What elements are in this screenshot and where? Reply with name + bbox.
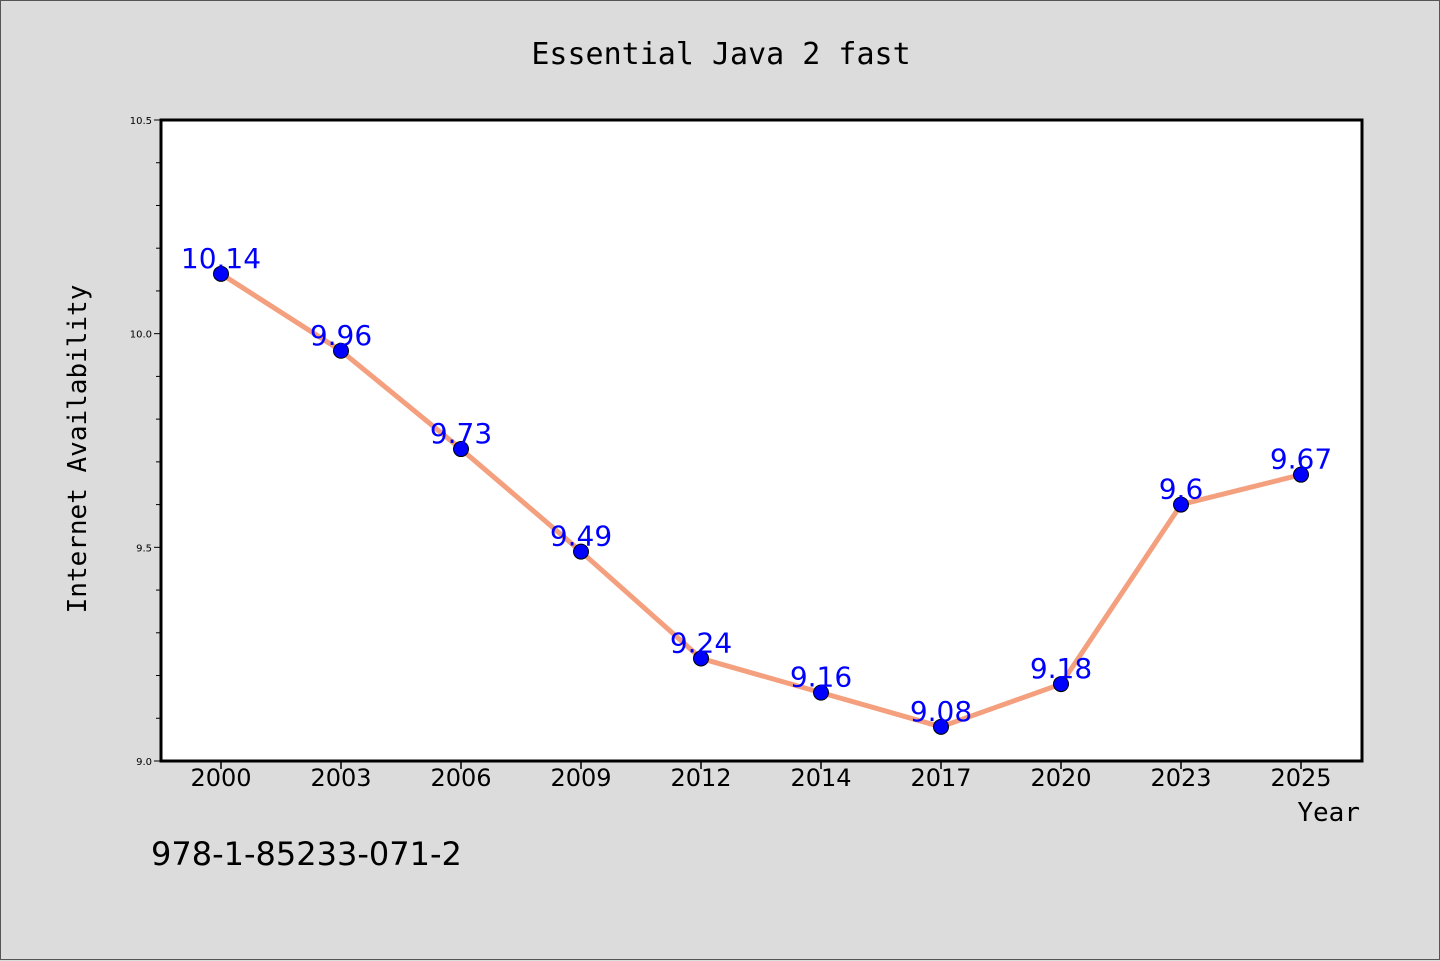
data-label: 9.16 <box>790 661 852 694</box>
data-point <box>1293 466 1309 483</box>
data-label: 9.96 <box>310 319 372 352</box>
series-layer <box>218 271 1304 730</box>
x-tick-label: 2009 <box>550 764 611 792</box>
y-tick-label: 10.0 <box>130 330 152 341</box>
data-label: 9.73 <box>430 417 492 450</box>
x-tick-label: 2003 <box>310 764 371 792</box>
x-tick-label: 2012 <box>670 764 731 792</box>
y-axis: 9.0 9.5 10.0 10.5 <box>130 116 161 768</box>
y-axis-title: Internet Availability <box>63 285 93 614</box>
data-point <box>333 342 349 359</box>
x-tick-label: 2020 <box>1030 764 1091 792</box>
data-label-layer: 10.14 9.96 9.73 9.49 9.24 9.16 9.08 9.18 9.6 9.67 <box>181 242 1332 728</box>
data-point <box>213 265 229 282</box>
data-point <box>1053 676 1069 693</box>
x-tick-label: 2023 <box>1150 764 1211 792</box>
data-point <box>453 441 469 458</box>
y-tick-label: 10.5 <box>130 116 152 127</box>
x-tick-label: 2006 <box>430 764 491 792</box>
y-tick-label: 9.0 <box>136 757 152 768</box>
x-tick-label: 2017 <box>910 764 971 792</box>
x-tick-label: 2014 <box>790 764 851 792</box>
marker-layer <box>213 265 1309 735</box>
x-axis: 2000 2003 2006 2009 2012 2014 2017 2020 2023 2025 <box>190 761 1332 792</box>
data-point <box>933 718 949 735</box>
data-label: 9.67 <box>1270 443 1332 476</box>
isbn-text: 978-1-85233-071-2 <box>151 835 462 873</box>
data-point <box>693 650 709 667</box>
x-axis-title: Year <box>1297 798 1360 828</box>
plot-area <box>159 118 1364 763</box>
data-point <box>813 684 829 701</box>
data-label: 9.18 <box>1030 652 1092 685</box>
data-label: 9.08 <box>910 695 972 728</box>
data-label: 10.14 <box>181 242 261 275</box>
chart-title: Essential Java 2 fast <box>531 37 910 72</box>
series-line <box>218 271 1304 730</box>
x-tick-label: 2000 <box>190 764 251 792</box>
y-tick-label: 9.5 <box>136 543 152 554</box>
data-point <box>1173 496 1189 513</box>
data-label: 9.49 <box>550 520 612 553</box>
data-label: 9.6 <box>1159 473 1204 506</box>
data-label: 9.24 <box>670 626 732 659</box>
x-tick-label: 2025 <box>1270 764 1331 792</box>
data-point <box>573 543 589 560</box>
